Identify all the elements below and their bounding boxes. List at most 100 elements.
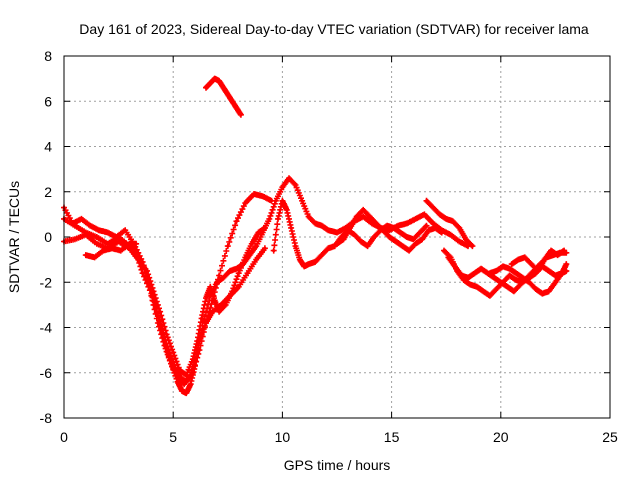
data-point (134, 242, 138, 246)
data-point (307, 215, 311, 219)
x-tick-label: 5 (169, 429, 177, 445)
series-track-7 (270, 197, 430, 270)
data-point (79, 217, 84, 221)
data-point (158, 310, 162, 314)
data-point (385, 224, 389, 228)
data-point (280, 199, 284, 203)
data-point (361, 208, 365, 212)
data-point (208, 285, 212, 289)
data-point (398, 230, 402, 235)
y-tick-label: -8 (40, 410, 53, 426)
data-point (84, 253, 88, 257)
data-point (444, 217, 448, 221)
data-point (422, 212, 426, 216)
chart-title: Day 161 of 2023, Sidereal Day-to-day VTE… (79, 21, 589, 37)
data-point (405, 221, 409, 225)
data-point (276, 217, 280, 221)
data-point (381, 228, 385, 232)
data-point (468, 282, 472, 287)
data-point (114, 235, 118, 239)
data-point (261, 230, 265, 235)
data-point (204, 321, 208, 325)
data-point (245, 271, 250, 275)
data-point (392, 226, 396, 230)
data-point (553, 273, 558, 278)
data-point (335, 242, 339, 246)
data-point (414, 217, 418, 221)
data-point (501, 264, 505, 268)
y-tick-label: 4 (44, 139, 52, 155)
data-point (449, 233, 453, 237)
data-point (123, 228, 127, 232)
data-point (534, 287, 538, 291)
data-point (348, 226, 352, 230)
data-point (549, 249, 553, 253)
data-point (254, 244, 258, 248)
data-point (73, 237, 77, 241)
series-track-12 (486, 261, 570, 297)
data-point (459, 273, 464, 278)
data-point (298, 258, 302, 262)
y-tick-label: 2 (44, 184, 52, 200)
data-point (202, 319, 206, 323)
data-point (110, 246, 114, 250)
data-point (217, 273, 221, 278)
data-point (274, 199, 278, 203)
data-point (280, 185, 284, 189)
data-point (95, 235, 99, 239)
y-axis-label: SDTVAR / TECUs (6, 181, 22, 293)
data-point (136, 258, 140, 262)
data-point (217, 79, 221, 83)
data-point (269, 199, 274, 203)
data-point (361, 215, 365, 219)
data-point (106, 242, 110, 246)
data-point (204, 296, 208, 300)
data-point (200, 316, 204, 320)
data-point (457, 239, 461, 244)
data-point (248, 253, 252, 257)
data-point (320, 253, 324, 257)
data-point (407, 249, 411, 253)
data-point (411, 237, 415, 241)
data-point (488, 271, 492, 275)
data-point (127, 242, 132, 246)
series-track-9 (423, 197, 476, 250)
data-point (184, 391, 188, 395)
data-point (514, 278, 518, 282)
data-point (293, 244, 298, 248)
data-point (479, 267, 483, 271)
data-point (169, 362, 173, 366)
data-point (547, 289, 551, 293)
data-point (300, 199, 304, 203)
data-point (475, 285, 479, 289)
data-point (302, 264, 306, 268)
data-point (313, 221, 317, 225)
data-point (182, 382, 186, 386)
data-point (514, 271, 518, 275)
data-point (440, 230, 444, 235)
data-point (261, 194, 265, 198)
data-point (366, 244, 370, 248)
data-point (492, 276, 496, 280)
data-point (457, 226, 461, 230)
data-point (473, 271, 477, 275)
x-axis-label: GPS time / hours (284, 457, 391, 473)
data-point (529, 262, 534, 266)
data-point (215, 280, 219, 284)
y-tick-label: 0 (44, 229, 52, 245)
data-point (387, 235, 391, 239)
data-point (438, 212, 442, 216)
data-point (352, 233, 357, 237)
data-point (234, 106, 239, 110)
data-point (527, 280, 531, 284)
data-point (204, 86, 208, 90)
data-point (156, 321, 160, 325)
data-point (226, 92, 230, 97)
data-point (267, 217, 271, 221)
data-point (88, 224, 92, 228)
y-tick-label: -4 (40, 320, 53, 336)
x-tick-label: 20 (493, 429, 509, 445)
data-point (464, 237, 468, 241)
data-point (562, 249, 566, 253)
